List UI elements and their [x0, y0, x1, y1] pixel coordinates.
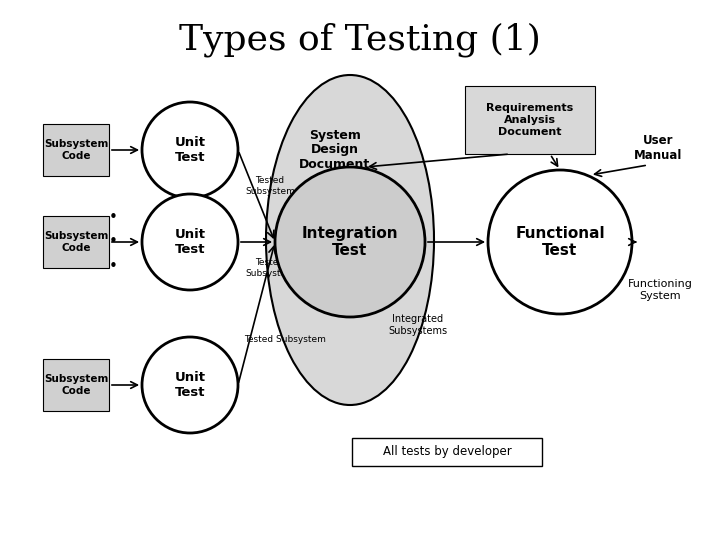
Circle shape — [142, 102, 238, 198]
Text: Subsystem
Code: Subsystem Code — [44, 374, 108, 396]
Circle shape — [142, 337, 238, 433]
Text: Tested Subsystem: Tested Subsystem — [244, 335, 326, 345]
Ellipse shape — [266, 75, 434, 405]
FancyBboxPatch shape — [465, 86, 595, 154]
Text: Types of Testing (1): Types of Testing (1) — [179, 23, 541, 57]
FancyBboxPatch shape — [43, 359, 109, 411]
Text: Requirements
Analysis
Document: Requirements Analysis Document — [487, 103, 574, 137]
FancyBboxPatch shape — [43, 124, 109, 176]
Text: Functioning
System: Functioning System — [628, 279, 693, 301]
Text: Unit
Test: Unit Test — [174, 371, 205, 399]
Text: Unit
Test: Unit Test — [174, 136, 205, 164]
Text: Subsystem
Code: Subsystem Code — [44, 139, 108, 161]
Text: User
Manual: User Manual — [634, 134, 682, 162]
FancyBboxPatch shape — [43, 216, 109, 268]
Text: Integration
Test: Integration Test — [302, 226, 398, 258]
Text: Unit
Test: Unit Test — [174, 228, 205, 256]
Text: Tested
Subsystem: Tested Subsystem — [245, 258, 295, 278]
Text: Subsystem
Code: Subsystem Code — [44, 231, 108, 253]
Text: System
Design
Document: System Design Document — [300, 129, 371, 172]
Text: Integrated
Subsystems: Integrated Subsystems — [388, 314, 448, 336]
Circle shape — [275, 167, 425, 317]
Text: Functional
Test: Functional Test — [516, 226, 605, 258]
Text: All tests by developer: All tests by developer — [382, 446, 511, 458]
FancyBboxPatch shape — [352, 438, 542, 466]
Circle shape — [488, 170, 632, 314]
Text: •
•
•: • • • — [109, 210, 117, 274]
Text: Tested
Subsystem: Tested Subsystem — [245, 176, 295, 195]
Circle shape — [142, 194, 238, 290]
